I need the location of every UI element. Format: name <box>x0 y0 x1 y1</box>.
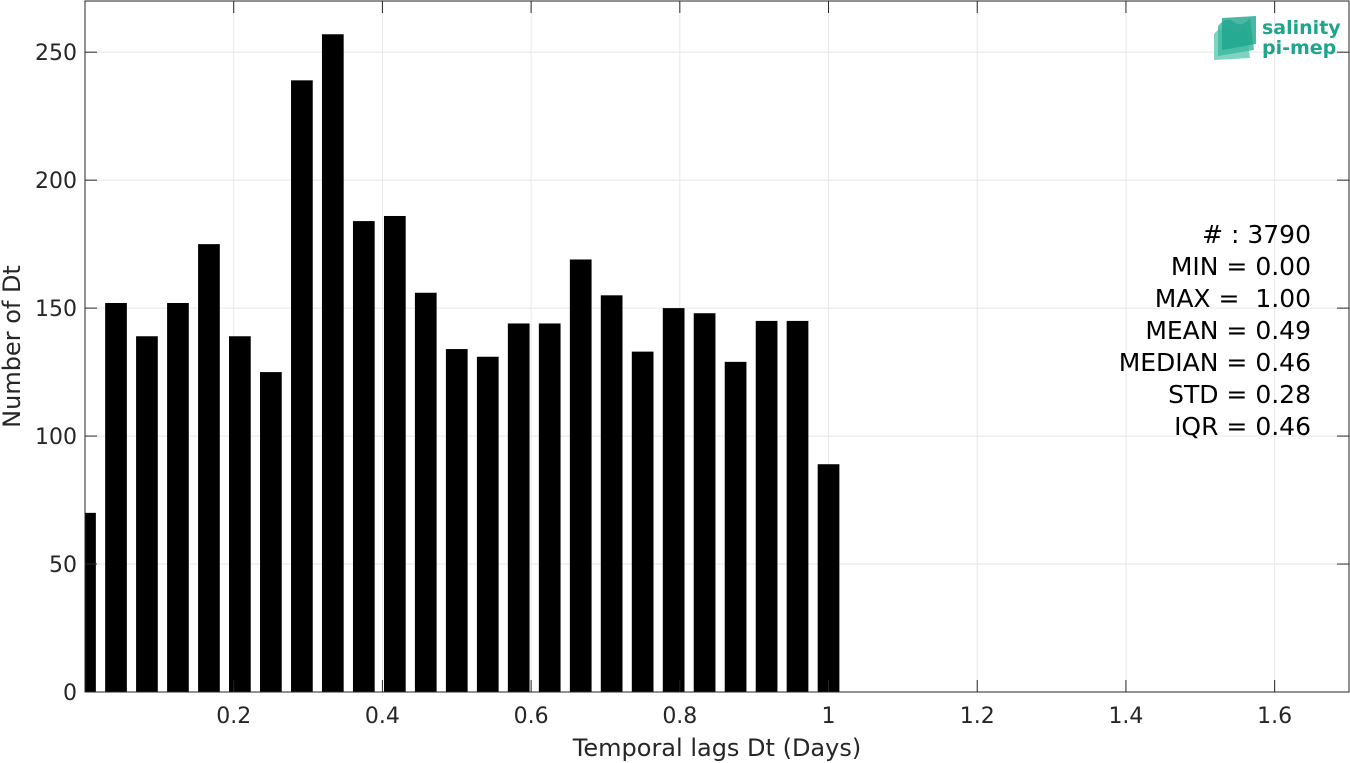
tick-marks <box>85 1 1349 693</box>
axes-box <box>84 0 1350 693</box>
stats-line: MEAN = 0.49 <box>1145 316 1311 345</box>
bar <box>538 323 561 692</box>
y-axis-title: Number of Dt <box>0 265 26 428</box>
bars <box>85 34 840 692</box>
x-axis-title: Temporal lags Dt (Days) <box>572 734 861 762</box>
bar <box>105 302 127 692</box>
y-tick-label: 150 <box>35 297 77 322</box>
x-tick-label: 0.4 <box>365 704 400 729</box>
bar <box>229 336 251 692</box>
x-tick-label: 0.8 <box>662 704 697 729</box>
bar <box>136 336 158 692</box>
y-tick-label: 50 <box>49 553 77 578</box>
bar <box>600 295 623 692</box>
stats-box: # : 3790 MIN = 0.00 MAX = 1.00 MEAN = 0.49 M… <box>1119 220 1311 441</box>
bar <box>755 320 778 692</box>
bar <box>167 302 189 692</box>
logo-text-salinity: salinity <box>1262 17 1341 39</box>
bar <box>352 221 375 692</box>
bar <box>414 292 437 692</box>
bar <box>631 351 654 692</box>
x-tick-label: 1.6 <box>1257 704 1292 729</box>
bar <box>198 244 220 692</box>
bar <box>85 512 96 692</box>
y-tick-label: 250 <box>35 41 77 66</box>
bar <box>693 313 716 692</box>
bar <box>662 308 685 692</box>
bar <box>383 215 406 692</box>
y-tick-label: 200 <box>35 169 77 194</box>
y-tick-labels: 0 50 100 150 200 250 <box>35 41 77 706</box>
x-tick-label: 1.4 <box>1108 704 1143 729</box>
bar <box>321 34 344 692</box>
x-tick-label: 0.6 <box>514 704 549 729</box>
bar <box>476 356 499 692</box>
bar <box>260 372 282 692</box>
x-tick-label: 1.2 <box>960 704 995 729</box>
stats-line: MAX = 1.00 <box>1155 284 1311 313</box>
stats-line: MIN = 0.00 <box>1171 252 1311 281</box>
x-tick-labels: 0.2 0.4 0.6 0.8 1 1.2 1.4 1.6 <box>216 704 1292 729</box>
bar <box>507 323 530 692</box>
bar <box>724 361 747 692</box>
bar <box>817 464 840 692</box>
bar <box>569 259 592 692</box>
stats-line: # : 3790 <box>1202 220 1311 249</box>
stats-line: MEDIAN = 0.46 <box>1119 348 1311 377</box>
x-tick-label: 1 <box>822 704 836 729</box>
logo: salinity pi-mep <box>1214 16 1341 60</box>
logo-text-pi-mep: pi-mep <box>1262 37 1336 59</box>
stats-line: IQR = 0.46 <box>1174 412 1311 441</box>
bar <box>445 349 468 692</box>
y-tick-label: 100 <box>35 425 77 450</box>
bar <box>291 80 313 692</box>
y-tick-label: 0 <box>63 681 77 706</box>
stats-line: STD = 0.28 <box>1168 380 1311 409</box>
waves-icon <box>1214 16 1256 60</box>
bar <box>786 320 809 692</box>
x-tick-label: 0.2 <box>216 704 251 729</box>
